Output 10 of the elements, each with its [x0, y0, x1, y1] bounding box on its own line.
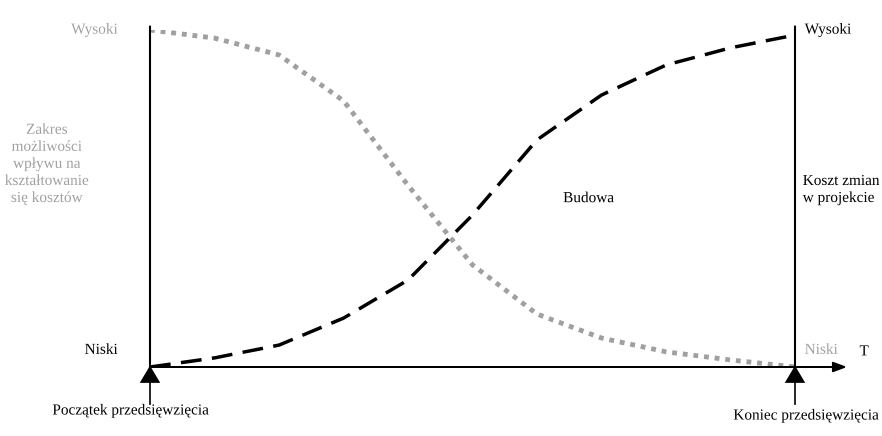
y-axis-title: Zakres możliwości wpływu na kształtowanie się kosztów [5, 123, 88, 205]
y2-axis-title: Koszt zmian w projekcie [802, 174, 880, 206]
text: Wysoki [71, 23, 118, 37]
annotation: Budowa [564, 192, 614, 202]
text: Wysoki [804, 23, 851, 37]
text: Niski [805, 343, 838, 354]
text: Niski [85, 343, 118, 354]
x-axis-title: T [860, 345, 869, 356]
text: Początek przedsięwzięcia [52, 404, 209, 418]
text: Koniec przedsięwzięcia [734, 408, 879, 423]
